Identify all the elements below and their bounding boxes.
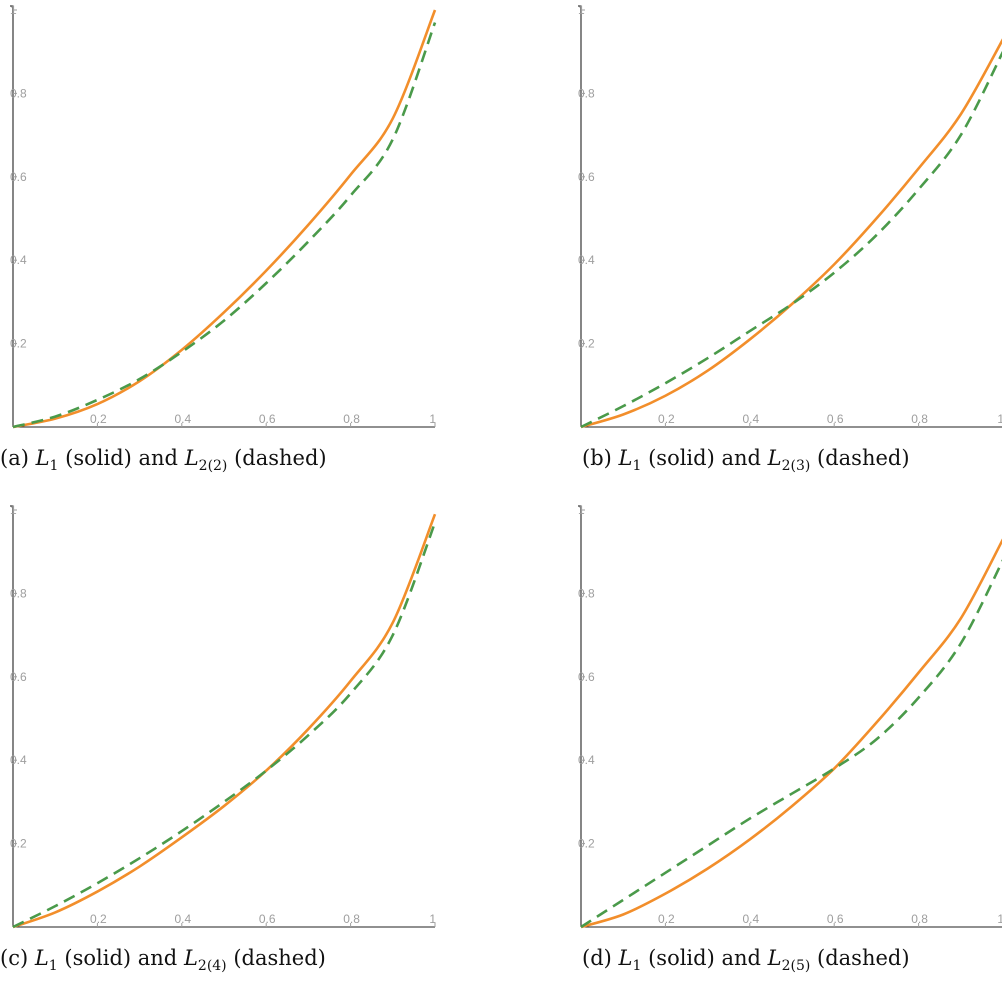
caption-l1: L1: [618, 446, 642, 474]
series-dashed-line: [12, 22, 437, 429]
y-tick-label: 0.2: [578, 837, 595, 851]
caption-c: (c) L1 (solid) and L2(4) (dashed): [0, 942, 500, 974]
caption-mid: (solid) and: [648, 446, 761, 470]
caption-tail: (dashed): [817, 946, 910, 970]
x-tick-label: 0.2: [90, 912, 107, 926]
x-tick-label: 0.2: [90, 412, 107, 426]
series-solid-line: [580, 38, 1002, 429]
caption-mid: (solid) and: [648, 946, 761, 970]
chart-panel-a: 0.2 0.4 0.6 0.8 1 0.2 0.4 0.6 0.8 1 (a) L1 (solid…: [0, 0, 437, 475]
y-tick-label: 0.2: [10, 837, 27, 851]
y-tick-label: 1: [578, 3, 585, 17]
x-tick-label: 0.4: [742, 412, 759, 426]
chart-panel-d: 0.2 0.4 0.6 0.8 1 0.2 0.4 0.6 0.8 1 (d) L1 (solid…: [568, 500, 1002, 975]
x-tick-label: 0.4: [174, 912, 191, 926]
x-tick-label: 1: [997, 412, 1002, 426]
chart-panel-b: 0.2 0.4 0.6 0.8 1 0.2 0.4 0.6 0.8 1 (b) L1 (solid…: [568, 0, 1002, 475]
caption-b: (b) L1 (solid) and L2(3) (dashed): [582, 442, 1002, 474]
chart-plot-b: 0.2 0.4 0.6 0.8 1 0.2 0.4 0.6 0.8 1: [578, 3, 1002, 429]
y-tick-label: 0.4: [10, 753, 27, 767]
series-dashed-line: [580, 559, 1002, 929]
caption-mid: (solid) and: [64, 946, 178, 970]
y-tick-label: 0.6: [578, 670, 595, 684]
series-solid-line: [12, 9, 437, 429]
y-tick-label: 0.4: [10, 253, 27, 267]
y-tick-label: 0.8: [10, 586, 27, 600]
x-tick-label: 0.6: [827, 412, 844, 426]
chart-plot-c: 0.2 0.4 0.6 0.8 1 0.2 0.4 0.6 0.8 1: [10, 503, 437, 929]
y-tick-label: 0.4: [578, 753, 595, 767]
y-tick-label: 0.4: [578, 253, 595, 267]
caption-l1: L1: [34, 946, 58, 974]
y-tick-label: 0.8: [578, 586, 595, 600]
x-tick-label: 1: [429, 912, 436, 926]
x-tick-label: 0.4: [174, 412, 191, 426]
x-tick-label: 0.6: [259, 412, 276, 426]
series-dashed-line: [12, 522, 437, 929]
x-tick-label: 0.2: [658, 412, 675, 426]
chart-plot-d: 0.2 0.4 0.6 0.8 1 0.2 0.4 0.6 0.8 1: [578, 503, 1002, 929]
caption-mid: (solid) and: [65, 446, 179, 470]
caption-l1: L1: [618, 946, 642, 974]
y-tick-label: 1: [10, 503, 17, 517]
x-tick-label: 0.8: [343, 912, 360, 926]
caption-a: (a) L1 (solid) and L2(2) (dashed): [0, 442, 500, 474]
caption-l2: L2(3): [767, 446, 811, 474]
x-tick-label: 0.8: [911, 412, 928, 426]
caption-l2: L2(5): [767, 946, 811, 974]
caption-tail: (dashed): [817, 446, 910, 470]
caption-tail: (dashed): [233, 946, 326, 970]
x-tick-label: 1: [429, 412, 436, 426]
y-tick-label: 1: [10, 3, 17, 17]
x-tick-label: 0.8: [343, 412, 360, 426]
caption-tag: (b): [582, 446, 612, 470]
x-tick-label: 0.6: [827, 912, 844, 926]
y-tick-label: 0.6: [10, 670, 27, 684]
caption-d: (d) L1 (solid) and L2(5) (dashed): [582, 942, 1002, 974]
y-tick-label: 0.6: [10, 170, 27, 184]
caption-tag: (a): [0, 446, 29, 470]
y-tick-label: 0.8: [578, 86, 595, 100]
x-tick-label: 0.4: [742, 912, 759, 926]
caption-l1: L1: [35, 446, 59, 474]
x-tick-label: 0.6: [259, 912, 276, 926]
series-dashed-line: [580, 51, 1002, 429]
x-tick-label: 0.8: [911, 912, 928, 926]
series-solid-line: [12, 513, 437, 929]
x-tick-label: 1: [997, 912, 1002, 926]
y-tick-label: 0.2: [10, 337, 27, 351]
caption-tail: (dashed): [234, 446, 327, 470]
y-tick-label: 1: [578, 503, 585, 517]
series-solid-line: [580, 538, 1002, 929]
chart-panel-c: 0.2 0.4 0.6 0.8 1 0.2 0.4 0.6 0.8 1 (c) L1 (solid…: [0, 500, 437, 975]
caption-l2: L2(2): [184, 446, 228, 474]
caption-tag: (c): [0, 946, 29, 970]
y-tick-label: 0.2: [578, 337, 595, 351]
caption-tag: (d): [582, 946, 612, 970]
caption-l2: L2(4): [183, 946, 227, 974]
y-tick-label: 0.6: [578, 170, 595, 184]
x-tick-label: 0.2: [658, 912, 675, 926]
chart-plot-a: 0.2 0.4 0.6 0.8 1 0.2 0.4 0.6 0.8 1: [10, 3, 437, 429]
y-tick-label: 0.8: [10, 86, 27, 100]
